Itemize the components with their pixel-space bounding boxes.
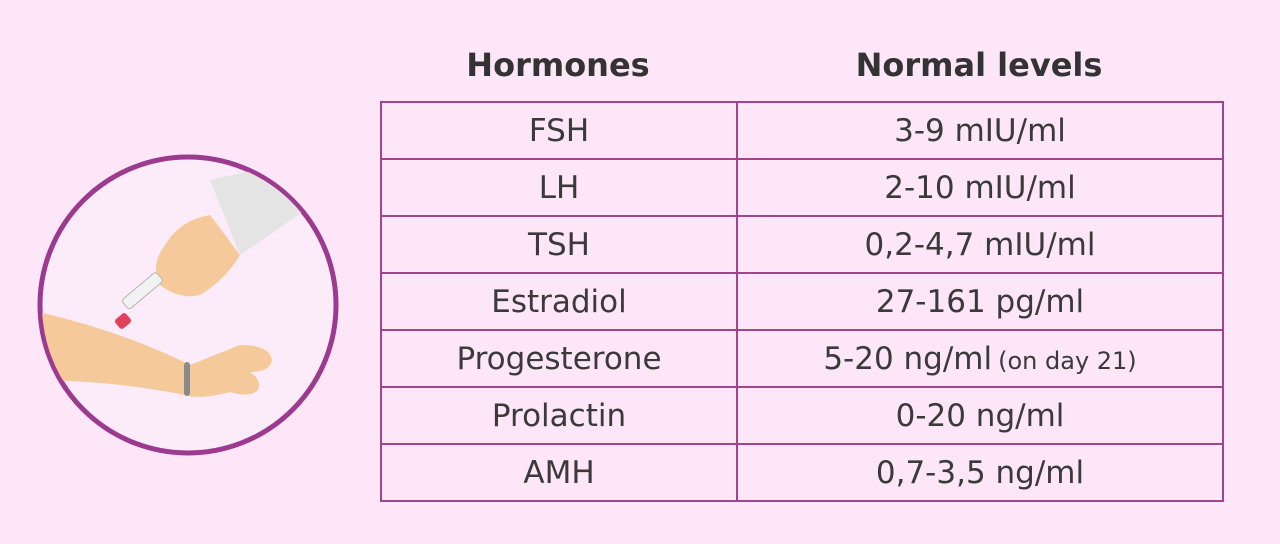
level-cell: 0-20 ng/ml [736, 386, 1224, 445]
hormone-cell: TSH [380, 215, 738, 274]
table-row: Estradiol 27-161 pg/ml [380, 272, 1224, 331]
hormone-cell: LH [380, 158, 738, 217]
table-row: Prolactin 0-20 ng/ml [380, 386, 1224, 445]
hormone-name: Prolactin [491, 397, 627, 434]
syringe [115, 272, 163, 329]
column-header: Hormones [466, 46, 650, 84]
level-value: 5-20 ng/ml [823, 340, 993, 377]
table-row: Progesterone 5-20 ng/ml (on day 21) [380, 329, 1224, 388]
level-value: 0,2-4,7 mIU/ml [864, 226, 1096, 263]
hormone-cell: FSH [380, 101, 738, 160]
level-value: 2-10 mIU/ml [884, 169, 1076, 206]
level-cell: 0,7-3,5 ng/ml [736, 443, 1224, 502]
levels-table: FSH 3-9 mIU/ml LH 2-10 mIU/ml TSH 0,2-4,7 mIU… [380, 101, 1224, 502]
circle-frame [37, 154, 339, 456]
level-cell: 5-20 ng/ml (on day 21) [736, 329, 1224, 388]
table-row: TSH 0,2-4,7 mIU/ml [380, 215, 1224, 274]
hormone-cell: Estradiol [380, 272, 738, 331]
level-cell: 0,2-4,7 mIU/ml [736, 215, 1224, 274]
hormone-cell: AMH [380, 443, 738, 502]
table-row: AMH 0,7-3,5 ng/ml [380, 443, 1224, 502]
level-value: 0,7-3,5 ng/ml [875, 454, 1085, 491]
hormone-name: TSH [528, 226, 590, 263]
hormone-name: Estradiol [491, 283, 627, 320]
level-cell: 2-10 mIU/ml [736, 158, 1224, 217]
hormone-name: AMH [523, 454, 595, 491]
level-value: 0-20 ng/ml [895, 397, 1065, 434]
hormone-cell: Prolactin [380, 386, 738, 445]
hormone-name: FSH [528, 112, 590, 149]
arm-drawing [42, 160, 320, 397]
level-value: 3-9 mIU/ml [894, 112, 1066, 149]
table-row: LH 2-10 mIU/ml [380, 158, 1224, 217]
level-value: 27-161 pg/ml [875, 283, 1085, 320]
hormone-cell: Progesterone [380, 329, 738, 388]
level-note: (on day 21) [998, 346, 1137, 375]
illustration [37, 154, 339, 456]
level-cell: 27-161 pg/ml [736, 272, 1224, 331]
level-cell: 3-9 mIU/ml [736, 101, 1224, 160]
column-header: Normal levels [855, 46, 1103, 84]
hormone-name: Progesterone [456, 340, 662, 377]
table-row: FSH 3-9 mIU/ml [380, 101, 1224, 160]
hormone-name: LH [538, 169, 580, 206]
